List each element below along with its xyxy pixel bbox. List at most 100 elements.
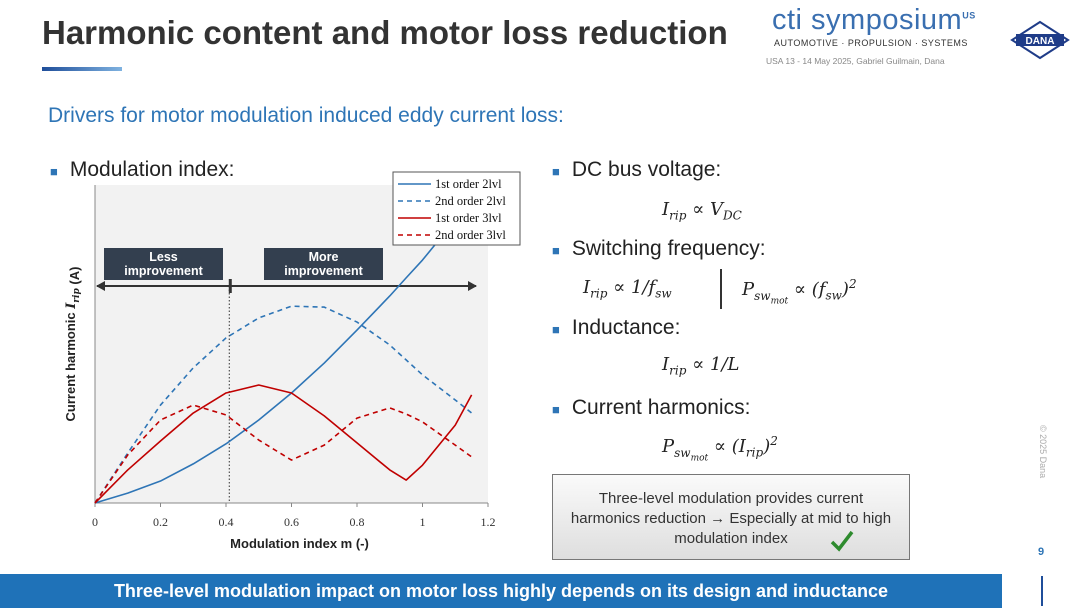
formula-text: ) xyxy=(841,279,849,300)
x-tick-label: 1.2 xyxy=(481,515,496,529)
subtitle: Drivers for motor modulation induced edd… xyxy=(48,104,564,127)
formula-text: I xyxy=(583,277,591,298)
y-axis-label: Current harmonic Irip (A) xyxy=(63,267,82,422)
formula-sub: rip xyxy=(746,446,763,460)
formula-text: ) xyxy=(763,436,771,457)
formula-subsub: mot xyxy=(771,296,789,306)
legend-label: 1st order 3lvl xyxy=(435,211,502,225)
formula: Pswmot ∝ (fsw)2 xyxy=(742,277,857,306)
legend-label: 2nd order 2lvl xyxy=(435,194,506,208)
logo-text: cti symposium xyxy=(772,4,963,36)
page-number: 9 xyxy=(1038,546,1045,558)
formula-text: I xyxy=(738,436,746,457)
check-path xyxy=(830,530,854,552)
chart: 0 0.2 0.4 0.6 0.8 1 1.2 Modulation index m (-) C… xyxy=(63,171,521,551)
formula-text: I xyxy=(662,199,670,220)
logo-tagline: AUTOMOTIVE · PROPULSION · SYSTEMS xyxy=(774,38,968,48)
banner: Three-level modulation impact on motor l… xyxy=(0,574,1002,608)
left-bullet: ■ Modulation index: xyxy=(50,158,235,181)
series-line xyxy=(94,305,473,504)
driver-bullet: ■ Switching frequency: xyxy=(552,237,766,261)
event-info: USA 13 - 14 May 2025, Gabriel Guilmain, … xyxy=(766,56,945,66)
x-tick-label: 0.4 xyxy=(219,515,234,529)
logo-word: DANA xyxy=(1026,36,1055,47)
formula-text: ∝ ( xyxy=(788,279,819,300)
formula-sub: rip xyxy=(590,287,607,301)
formula-sub: sw xyxy=(655,287,671,301)
y-label-part: I xyxy=(64,302,79,310)
formula-sub-text: rip xyxy=(669,363,687,378)
formula-sub: DC xyxy=(723,209,742,223)
bullet-mark: ■ xyxy=(552,164,560,179)
formula-sub: swmot xyxy=(754,288,789,306)
formula-sub-text: rip xyxy=(669,208,687,223)
annotation: More improvement xyxy=(264,248,383,280)
formula-text: f xyxy=(648,277,656,298)
bullet-mark: ■ xyxy=(552,322,560,337)
formula-sub-text: sw xyxy=(825,288,842,303)
logo-name: cti symposiumUS xyxy=(772,4,976,37)
driver-label: DC bus voltage: xyxy=(571,158,722,181)
driver-label: Switching frequency: xyxy=(571,237,766,260)
formula: Irip ∝ VDC xyxy=(662,199,742,223)
x-tick-label: 1 xyxy=(420,515,426,529)
formula-sub: rip xyxy=(669,209,686,223)
title-underline xyxy=(42,67,122,71)
formula-text: ∝ 1/ xyxy=(607,277,649,298)
formula-sub: swmot xyxy=(674,445,709,463)
formula: Irip ∝ 1/fsw xyxy=(583,277,672,301)
logo-band xyxy=(1016,34,1064,46)
formula-text: ∝ xyxy=(686,199,711,220)
company-logo: DANA xyxy=(1010,20,1070,60)
y-label-sub: rip xyxy=(72,288,82,303)
series-line xyxy=(94,384,473,504)
formula-subsub-text: mot xyxy=(770,295,789,306)
x-tick-label: 0.2 xyxy=(153,515,168,529)
formula-text: ∝ 1/L xyxy=(686,354,740,375)
formula-sub-text: sw xyxy=(674,445,691,460)
formula-subsub: mot xyxy=(691,453,709,463)
formula: Pswmot ∝ (Irip)2 xyxy=(662,434,778,463)
formula-sub-text: sw xyxy=(754,288,771,303)
copyright: © 2025 Dana xyxy=(1038,425,1048,479)
x-tick-label: 0.6 xyxy=(284,515,299,529)
formula-sub: sw xyxy=(825,289,841,303)
logo-region: US xyxy=(962,10,976,21)
x-tick-label: 0.8 xyxy=(350,515,365,529)
formula: Irip ∝ 1/L xyxy=(662,354,740,378)
driver-label: Inductance: xyxy=(571,316,681,339)
x-axis-label: Modulation index m (-) xyxy=(230,536,369,551)
formula-text: f xyxy=(818,279,826,300)
checkmark xyxy=(830,530,854,552)
y-label-part: Current harmonic xyxy=(63,309,78,422)
conclusion-box: Three-level modulation provides current … xyxy=(552,474,910,560)
formula-sup: 2 xyxy=(848,277,857,291)
bullet-mark: ■ xyxy=(552,402,560,417)
formula-sub-text: DC xyxy=(723,208,742,223)
formula-subsub-text: mot xyxy=(690,452,709,463)
formula-text: I xyxy=(662,354,670,375)
driver-bullet: ■ DC bus voltage: xyxy=(552,158,721,182)
x-tick-label: 0 xyxy=(92,515,98,529)
series-line xyxy=(94,404,473,504)
formula-text: V xyxy=(710,199,724,220)
driver-label: Current harmonics: xyxy=(571,396,751,419)
driver-bullet: ■ Current harmonics: xyxy=(552,396,750,420)
slide-title: Harmonic content and motor loss reductio… xyxy=(42,14,728,51)
y-label-part: (A) xyxy=(67,267,82,289)
legend-label: 2nd order 3lvl xyxy=(435,228,506,242)
annotation: Less improvement xyxy=(104,248,223,280)
formula-text: P xyxy=(662,436,675,457)
bullet-text: Modulation index: xyxy=(69,158,235,181)
formula-text: ∝ ( xyxy=(708,436,739,457)
formula-sub-text: sw xyxy=(655,286,672,301)
formula-sub: rip xyxy=(669,364,686,378)
driver-bullet: ■ Inductance: xyxy=(552,316,680,340)
conclusion-text: Three-level modulation provides current … xyxy=(570,490,892,547)
formula-sup: 2 xyxy=(770,434,778,448)
bullet-mark: ■ xyxy=(552,243,560,258)
formula-sub-text: rip xyxy=(745,445,764,460)
formula-separator xyxy=(720,269,722,309)
legend-label: 1st order 2lvl xyxy=(435,177,502,191)
